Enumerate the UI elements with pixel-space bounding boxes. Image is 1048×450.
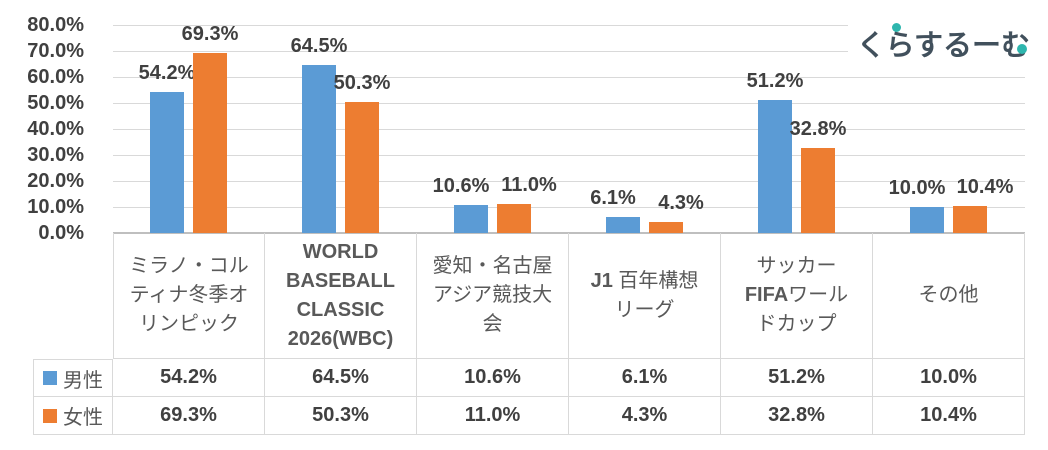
y-axis-tick-label-50: 50.0% bbox=[27, 92, 84, 114]
gridline-50 bbox=[113, 103, 1025, 104]
value-label-female-fifa-world-cup: 32.8% bbox=[789, 118, 847, 140]
table-cell-male-aichi-nagoya-asian-games: 10.6% bbox=[417, 359, 569, 397]
gridline-20 bbox=[113, 181, 1025, 182]
table-cell-female-milano-cortina-winter-olympics: 69.3% bbox=[113, 397, 265, 435]
y-axis-tick-label-30: 30.0% bbox=[27, 144, 84, 166]
table-cell-male-other: 10.0% bbox=[873, 359, 1025, 397]
y-axis-tick-label-80: 80.0% bbox=[27, 14, 84, 36]
y-axis-tick-label-10: 10.0% bbox=[27, 196, 84, 218]
gridline-70 bbox=[113, 51, 1025, 52]
male-legend-swatch-icon bbox=[43, 371, 57, 385]
value-label-male-milano-cortina-winter-olympics: 54.2% bbox=[138, 62, 196, 84]
x-axis-line bbox=[113, 232, 1025, 234]
table-cell-female-aichi-nagoya-asian-games: 11.0% bbox=[417, 397, 569, 435]
table-cell-female-world-baseball-classic-2026: 50.3% bbox=[265, 397, 417, 435]
legend-cell-female: 女性 bbox=[33, 397, 113, 435]
gridline-60 bbox=[113, 77, 1025, 78]
category-label-other: その他 bbox=[873, 233, 1025, 359]
male-bar-j1-100-year-league bbox=[606, 217, 640, 233]
female-bar-j1-100-year-league bbox=[649, 222, 683, 233]
brand-logo: くらするーむ bbox=[848, 21, 1030, 65]
y-axis-tick-label-60: 60.0% bbox=[27, 66, 84, 88]
value-label-male-other: 10.0% bbox=[888, 177, 946, 199]
female-series-name: 女性 bbox=[63, 407, 103, 429]
table-cell-female-other: 10.4% bbox=[873, 397, 1025, 435]
male-bar-aichi-nagoya-asian-games bbox=[454, 205, 488, 233]
value-label-female-other: 10.4% bbox=[956, 176, 1014, 198]
table-cell-male-milano-cortina-winter-olympics: 54.2% bbox=[113, 359, 265, 397]
brand-logo-text: くらするーむ bbox=[856, 30, 1030, 62]
logo-accent-dot-icon bbox=[1017, 44, 1027, 54]
y-axis-tick-label-0: 0.0% bbox=[38, 222, 84, 244]
category-label-fifa-world-cup: サッカー FIFAワール ドカップ bbox=[721, 233, 873, 359]
male-bar-milano-cortina-winter-olympics bbox=[150, 92, 184, 233]
y-axis-tick-label-20: 20.0% bbox=[27, 170, 84, 192]
value-label-female-world-baseball-classic-2026: 50.3% bbox=[333, 72, 391, 94]
male-series-name: 男性 bbox=[63, 369, 103, 392]
female-bar-fifa-world-cup bbox=[801, 148, 835, 233]
value-label-male-world-baseball-classic-2026: 64.5% bbox=[290, 35, 348, 57]
y-axis-tick-label-70: 70.0% bbox=[27, 40, 84, 62]
female-bar-world-baseball-classic-2026 bbox=[345, 102, 379, 233]
logo-accent-dot-icon bbox=[892, 23, 901, 32]
table-cell-female-fifa-world-cup: 32.8% bbox=[721, 397, 873, 435]
female-bar-other bbox=[953, 206, 987, 233]
male-bar-fifa-world-cup bbox=[758, 100, 792, 233]
y-axis-tick-label-40: 40.0% bbox=[27, 118, 84, 140]
category-label-milano-cortina-winter-olympics: ミラノ・コル ティナ冬季オ リンピック bbox=[113, 233, 265, 359]
value-label-male-fifa-world-cup: 51.2% bbox=[746, 70, 804, 92]
gridline-30 bbox=[113, 155, 1025, 156]
gridline-10 bbox=[113, 207, 1025, 208]
table-cell-male-world-baseball-classic-2026: 64.5% bbox=[265, 359, 417, 397]
value-label-male-aichi-nagoya-asian-games: 10.6% bbox=[432, 175, 490, 197]
table-cell-male-fifa-world-cup: 51.2% bbox=[721, 359, 873, 397]
category-label-j1-100-year-league: J1 百年構想 リーグ bbox=[569, 233, 721, 359]
category-label-aichi-nagoya-asian-games: 愛知・名古屋 アジア競技大会 bbox=[417, 233, 569, 359]
value-label-female-j1-100-year-league: 4.3% bbox=[658, 192, 704, 214]
value-label-male-j1-100-year-league: 6.1% bbox=[590, 187, 636, 209]
female-bar-aichi-nagoya-asian-games bbox=[497, 204, 531, 233]
table-cell-male-j1-100-year-league: 6.1% bbox=[569, 359, 721, 397]
value-label-female-milano-cortina-winter-olympics: 69.3% bbox=[181, 23, 239, 45]
category-label-world-baseball-classic-2026: WORLD BASEBALL CLASSIC 2026(WBC) bbox=[265, 233, 417, 359]
gridline-80 bbox=[113, 25, 1025, 26]
female-legend-swatch-icon bbox=[43, 408, 57, 423]
female-bar-milano-cortina-winter-olympics bbox=[193, 53, 227, 233]
male-bar-world-baseball-classic-2026 bbox=[302, 65, 336, 233]
gridline-40 bbox=[113, 129, 1025, 130]
male-bar-other bbox=[910, 207, 944, 233]
table-cell-female-j1-100-year-league: 4.3% bbox=[569, 397, 721, 435]
legend-cell-male: 男性 bbox=[33, 359, 113, 397]
value-label-female-aichi-nagoya-asian-games: 11.0% bbox=[501, 174, 557, 196]
